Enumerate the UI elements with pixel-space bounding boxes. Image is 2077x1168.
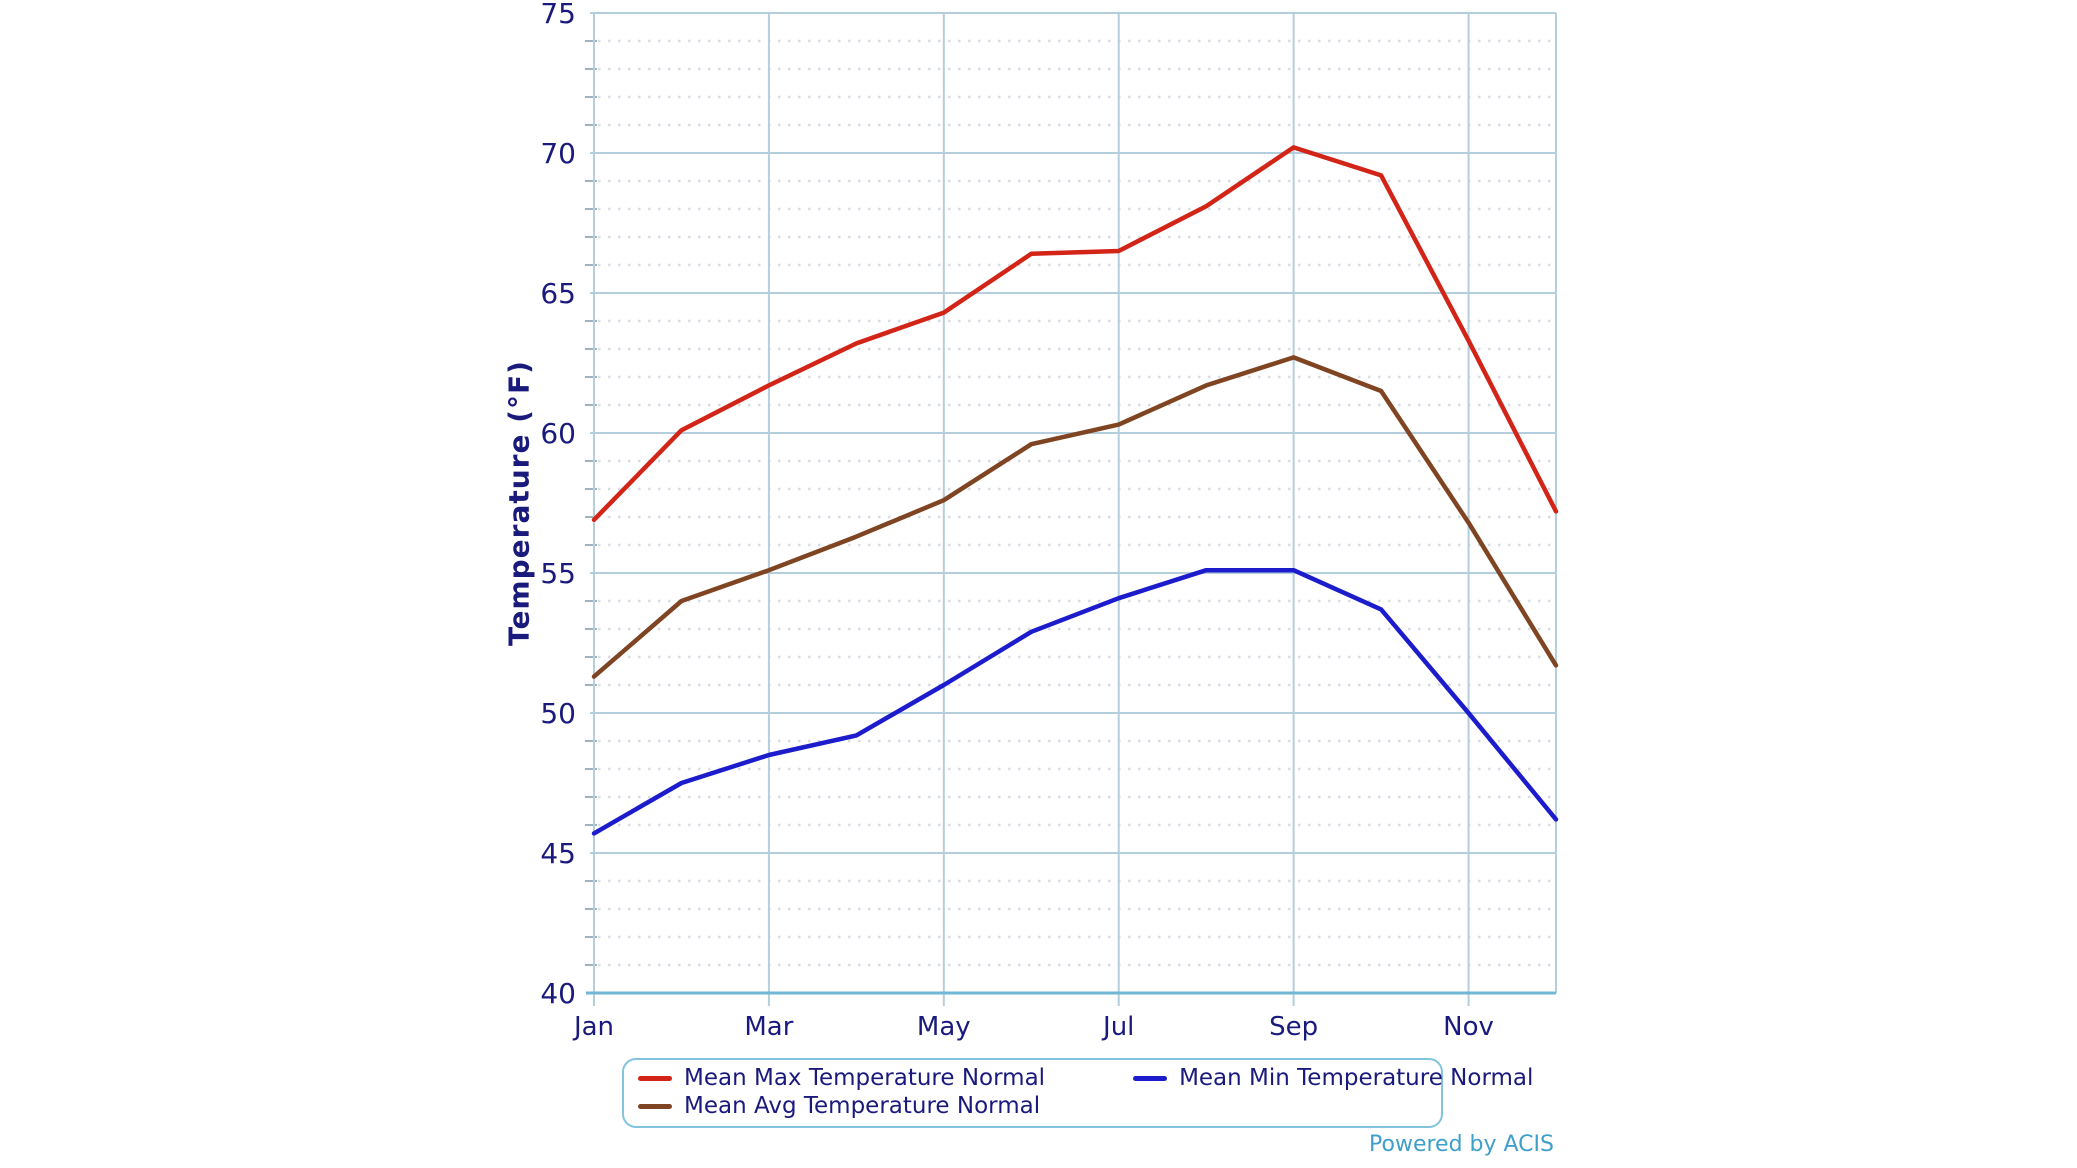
series-line-2 <box>591 567 1559 836</box>
legend: Mean Max Temperature Normal Mean Avg Tem… <box>622 1058 1533 1128</box>
legend-item-mean-max: Mean Max Temperature Normal <box>638 1065 1045 1091</box>
x-tick-label: Nov <box>1443 1012 1494 1042</box>
legend-label-mean-max: Mean Max Temperature Normal <box>684 1065 1046 1091</box>
x-tick-label: Sep <box>1269 1012 1318 1042</box>
y-axis-title: Temperature (°F) <box>502 360 536 646</box>
powered-by-acis-link[interactable]: Powered by ACIS <box>1369 1132 1554 1157</box>
x-tick-label: Mar <box>744 1012 793 1042</box>
y-tick-label: 60 <box>540 417 576 450</box>
y-tick-label: 55 <box>540 557 576 590</box>
series-line-1 <box>591 355 1559 679</box>
series-line-0 <box>591 145 1559 523</box>
x-tick-label: Jul <box>1101 1012 1134 1042</box>
y-tick-label: 45 <box>540 837 576 870</box>
legend-swatch-mean-max-icon <box>638 1075 672 1081</box>
x-tick-label: May <box>917 1012 971 1042</box>
legend-label-mean-avg: Mean Avg Temperature Normal <box>684 1093 1041 1119</box>
legend-swatch-mean-min-icon <box>1133 1075 1168 1081</box>
legend-item-mean-avg: Mean Avg Temperature Normal <box>638 1093 1045 1119</box>
legend-label-mean-min: Mean Min Temperature Normal <box>1179 1065 1534 1091</box>
legend-item-mean-min: Mean Min Temperature Normal <box>1133 1065 1533 1091</box>
x-tick-label: Jan <box>572 1012 614 1042</box>
y-tick-label: 75 <box>540 0 576 30</box>
y-tick-label: 40 <box>540 977 576 1010</box>
y-tick-label: 50 <box>540 697 576 730</box>
y-tick-label: 65 <box>540 277 576 310</box>
y-tick-label: 70 <box>540 137 576 170</box>
legend-swatch-mean-avg-icon <box>638 1103 672 1109</box>
